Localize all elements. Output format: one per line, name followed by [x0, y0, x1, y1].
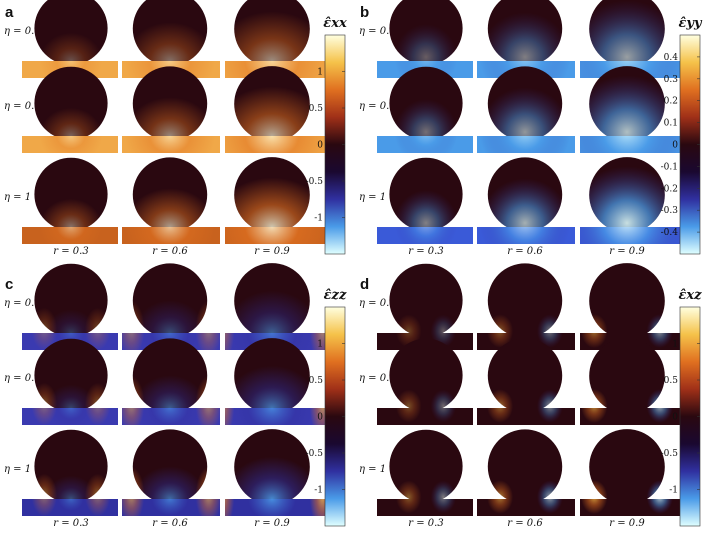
- row-label-eta: η = 0.01: [4, 298, 47, 309]
- panel-letter: c: [5, 276, 13, 293]
- colorbar-tick-label: 0.2: [664, 97, 678, 107]
- field-cell: [477, 429, 575, 516]
- panel-letter: d: [360, 276, 369, 293]
- field-cell: [477, 66, 575, 153]
- field-cell: [580, 263, 680, 350]
- field-cell: [477, 263, 575, 350]
- panel-d: d η = 0.01 η = 0.1 η = 1 r = 0.3 r = 0.6 r = 0…: [359, 263, 702, 529]
- colorbar-tick-label: 0: [317, 141, 323, 151]
- colorbar-tick-label: 1: [672, 340, 678, 350]
- panel-c: c η = 0.01 η = 0.1 η = 1 r = 0.3 r = 0.6 r = 0…: [4, 263, 347, 529]
- colorbar-tick-label: 1: [317, 68, 323, 78]
- colorbar-title: ε̂zz: [324, 288, 347, 303]
- colorbar-tick-label: -0.1: [661, 162, 678, 172]
- field-cell: [22, 66, 118, 153]
- column-label-r: r = 0.9: [609, 246, 645, 257]
- colorbar-tick-label: -0.5: [306, 177, 324, 187]
- column-label-r: r = 0.3: [53, 246, 88, 257]
- particle-circle: [589, 263, 665, 339]
- field-cell: [122, 0, 220, 78]
- row-label-eta: η = 1: [359, 464, 386, 475]
- field-cell: [580, 429, 680, 516]
- field-cell: [580, 157, 680, 244]
- row-label-eta: η = 0.01: [359, 298, 402, 309]
- colorbar-tick-label: 0.1: [664, 119, 678, 129]
- substrate-layer: [377, 499, 473, 516]
- field-cell: [377, 429, 473, 516]
- field-cell: [22, 338, 118, 425]
- column-label-r: r = 0.9: [254, 518, 290, 529]
- field-cell: [22, 429, 118, 516]
- column-label-r: r = 0.3: [408, 518, 443, 529]
- column-label-r: r = 0.3: [408, 246, 443, 257]
- row-label-eta: η = 0.1: [4, 101, 41, 112]
- field-cell: [225, 66, 325, 153]
- colorbar-tick-label: 0.4: [664, 53, 679, 63]
- field-cell: [377, 157, 473, 244]
- colorbar-tick-label: -1: [669, 486, 678, 496]
- colorbar-tick-label: 0.5: [309, 104, 324, 114]
- colorbar-tick-label: 0.5: [309, 376, 324, 386]
- row-label-eta: η = 0.01: [359, 26, 402, 37]
- row-label-eta: η = 1: [4, 464, 31, 475]
- colorbar-title: ε̂xz: [678, 288, 702, 303]
- colorbar-tick-label: -0.5: [306, 449, 324, 459]
- colorbar-tick-label: -0.3: [661, 206, 679, 216]
- field-cell: [22, 157, 118, 244]
- row-label-eta: η = 0.1: [359, 373, 396, 384]
- field-cell: [122, 157, 220, 244]
- column-label-r: r = 0.6: [152, 518, 188, 529]
- row-label-eta: η = 1: [359, 192, 386, 203]
- column-label-r: r = 0.3: [53, 518, 88, 529]
- panel-letter: a: [5, 4, 14, 21]
- field-cell: [477, 338, 575, 425]
- colorbar-tick-label: 0: [672, 413, 678, 423]
- panel-b: b η = 0.01 η = 0.1 η = 1 r = 0.3 r = 0.6 r = 0…: [359, 0, 703, 257]
- colorbar-tick-label: -1: [314, 486, 323, 496]
- colorbar-tick-label: 1: [317, 340, 323, 350]
- field-cell: [580, 66, 680, 153]
- column-label-r: r = 0.9: [254, 246, 290, 257]
- field-cell: [377, 338, 473, 425]
- colorbar-tick-label: -1: [314, 214, 323, 224]
- colorbar-tick-label: -0.5: [661, 449, 679, 459]
- substrate-layer: [377, 408, 473, 425]
- field-cell: [477, 157, 575, 244]
- column-label-r: r = 0.6: [507, 518, 543, 529]
- column-label-r: r = 0.9: [609, 518, 645, 529]
- row-label-eta: η = 0.01: [4, 26, 47, 37]
- row-label-eta: η = 0.1: [4, 373, 41, 384]
- field-cell: [122, 66, 220, 153]
- field-cell: [122, 338, 220, 425]
- colorbar-tick-label: 0: [672, 141, 678, 151]
- field-cell: [122, 429, 220, 516]
- field-cell: [580, 338, 680, 425]
- field-cell: [377, 66, 473, 153]
- colorbar-tick-label: -0.2: [661, 184, 678, 194]
- colorbar-title: ε̂yy: [678, 16, 702, 31]
- colorbar-tick-label: 0.5: [664, 376, 679, 386]
- column-label-r: r = 0.6: [152, 246, 188, 257]
- panel-a: a η = 0.01 η = 0.1 η = 1 r = 0.3 r = 0.6 r = 0…: [4, 0, 347, 257]
- panel-letter: b: [360, 4, 369, 21]
- colorbar-tick-label: -0.4: [661, 228, 679, 238]
- particle-circle: [589, 429, 665, 505]
- colorbar-tick-label: 0: [317, 413, 323, 423]
- particle-circle: [589, 338, 665, 414]
- colorbar-tick-label: 0.3: [664, 75, 679, 85]
- field-cell: [225, 157, 325, 244]
- field-cell: [377, 263, 473, 350]
- row-label-eta: η = 0.1: [359, 101, 396, 112]
- colorbar-title: ε̂xx: [323, 16, 347, 31]
- row-label-eta: η = 1: [4, 192, 31, 203]
- column-label-r: r = 0.6: [507, 246, 543, 257]
